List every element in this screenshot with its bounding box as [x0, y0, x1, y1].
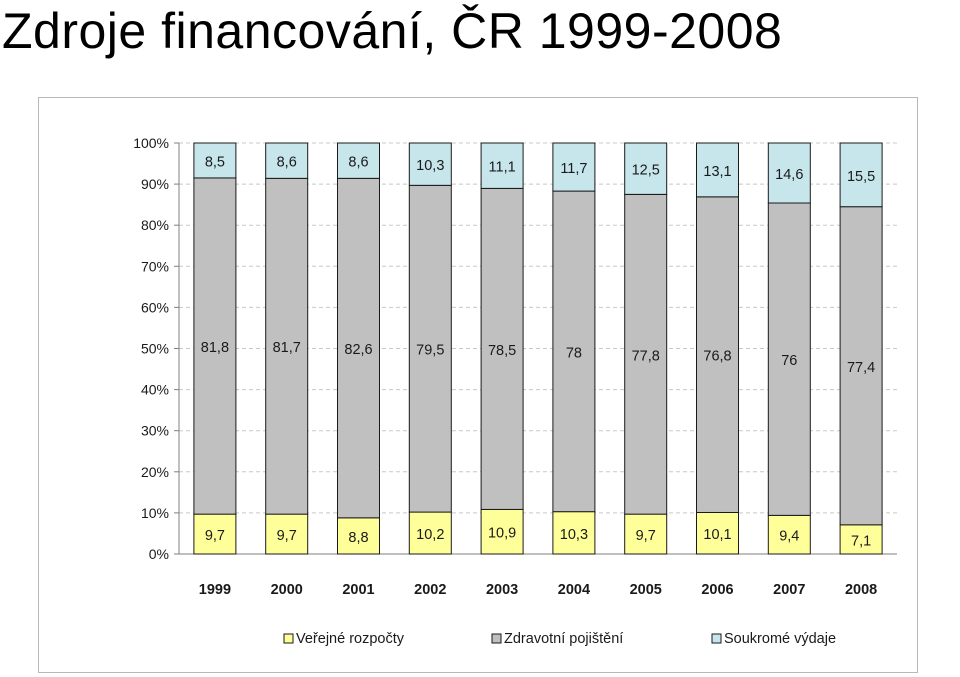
x-category-label: 2003: [486, 582, 518, 598]
bar-segment: [408, 511, 452, 555]
data-label: 8,6: [277, 155, 297, 171]
bar-segment: [193, 142, 237, 179]
x-category-label: 2000: [271, 582, 303, 598]
data-label: 9,7: [636, 528, 656, 544]
data-label: 13,1: [703, 164, 731, 180]
y-tick-label: 10%: [141, 505, 169, 521]
x-category-label: 2001: [342, 582, 374, 598]
y-tick-label: 20%: [141, 464, 169, 480]
bar-segment: [408, 142, 452, 186]
bar-segment: [337, 177, 380, 519]
bar-segment: [265, 142, 309, 179]
data-label: 10,2: [416, 527, 444, 543]
y-tick-label: 0%: [149, 546, 169, 562]
data-label: 11,1: [489, 160, 516, 176]
legend-swatch: [283, 633, 294, 644]
y-tick-label: 60%: [141, 299, 169, 315]
bar-segment: [696, 511, 739, 555]
data-label: 8,5: [205, 154, 225, 170]
bar-segment: [696, 142, 739, 198]
bar-segment: [480, 187, 524, 510]
page-title: Zdroje financování, ČR 1999-2008: [2, 3, 783, 59]
data-label: 78: [566, 345, 582, 361]
legend-entry: Soukromé výdaje: [724, 631, 836, 647]
y-tick-label: 80%: [141, 217, 169, 233]
data-label: 76: [781, 353, 797, 369]
bar-segment: [624, 142, 668, 195]
x-category-label: 2004: [558, 582, 590, 598]
data-label: 12,5: [632, 163, 660, 179]
stacked-bar-chart: 0% 10% 20% 30% 40% 50% 60% 70% 80% 90% 100% 9,7 81,…: [133, 135, 897, 647]
data-label: 10,3: [560, 527, 588, 543]
data-label: 9,7: [205, 528, 225, 544]
data-label: 78,5: [488, 343, 516, 359]
chart-frame: 0% 10% 20% 30% 40% 50% 60% 70% 80% 90% 100% 9,7 81,…: [38, 97, 918, 673]
bar-segment: [265, 513, 309, 555]
data-label: 10,3: [416, 158, 444, 174]
legend-entry: Zdravotní pojištění: [504, 631, 623, 647]
y-tick-label: 100%: [133, 135, 169, 151]
x-category-label: 2005: [630, 582, 662, 598]
x-category-label: 1999: [199, 582, 231, 598]
data-label: 81,7: [273, 340, 301, 356]
data-label: 15,5: [847, 169, 875, 185]
data-label: 76,8: [703, 349, 731, 365]
bar-segment: [193, 513, 237, 555]
legend-entry: Veřejné rozpočty: [296, 631, 405, 647]
legend-swatch: [491, 633, 502, 644]
data-label: 8,8: [348, 530, 368, 546]
data-label: 77,4: [847, 360, 875, 376]
data-label: 79,5: [416, 343, 444, 359]
bar-segment: [337, 142, 380, 179]
bar-segment: [193, 177, 237, 515]
bar-segment: [480, 508, 524, 555]
bar-segment: [767, 202, 811, 516]
legend-swatch: [711, 633, 722, 644]
bar-segment: [839, 524, 883, 555]
bar-segment: [337, 517, 380, 555]
x-category-label: 2007: [773, 582, 805, 598]
data-label: 9,4: [779, 529, 799, 545]
data-label: 8,6: [348, 155, 368, 171]
data-label: 82,6: [344, 342, 372, 358]
y-tick-label: 30%: [141, 423, 169, 439]
y-tick-label: 40%: [141, 382, 169, 398]
y-tick-label: 90%: [141, 176, 169, 192]
data-label: 77,8: [632, 348, 660, 364]
y-tick-label: 70%: [141, 258, 169, 274]
bar-segment: [624, 513, 668, 555]
bar-segment: [767, 142, 811, 204]
bar-segment: [767, 514, 811, 555]
data-label: 9,7: [277, 528, 297, 544]
x-category-label: 2008: [845, 582, 877, 598]
data-label: 11,7: [560, 161, 587, 177]
bar-segment: [265, 177, 309, 515]
bar-segment: [624, 193, 668, 515]
bar-segment: [552, 190, 596, 513]
x-category-label: 2002: [414, 582, 446, 598]
bar-segment: [839, 142, 883, 208]
data-label: 10,1: [703, 527, 731, 543]
x-category-label: 2006: [701, 582, 733, 598]
data-label: 14,6: [775, 167, 803, 183]
data-label: 81,8: [201, 340, 229, 356]
data-label: 7,1: [851, 533, 871, 549]
y-tick-label: 50%: [141, 341, 169, 357]
bar-segment: [552, 142, 596, 192]
data-label: 10,9: [488, 526, 516, 542]
bar-segment: [839, 206, 883, 526]
bar-segment: [480, 142, 524, 189]
bar-segment: [696, 196, 739, 513]
